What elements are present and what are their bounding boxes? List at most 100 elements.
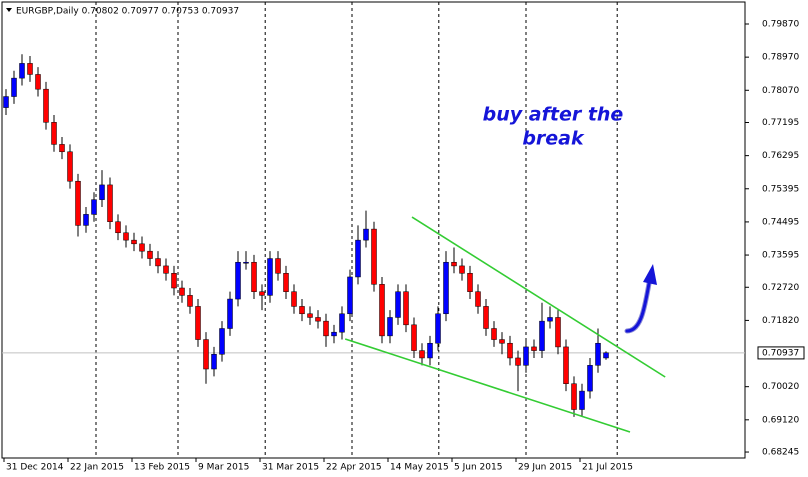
candle-body: [371, 228, 377, 285]
x-tick-label: 22 Jan 2015: [70, 463, 124, 473]
candle-body: [67, 151, 73, 182]
candle-body: [3, 96, 9, 108]
candle-body: [99, 184, 105, 200]
candle-body: [243, 261, 249, 264]
candle-body: [443, 261, 449, 315]
candle-body: [291, 291, 297, 307]
candle-body: [11, 77, 17, 97]
candle-body: [83, 214, 89, 226]
candle-body: [339, 313, 345, 333]
candle-body: [211, 354, 217, 370]
candle-body: [235, 261, 241, 300]
candle-body: [323, 320, 329, 337]
candle-body: [435, 313, 441, 344]
trendline-layer: [344, 216, 666, 433]
candle-body: [163, 265, 169, 274]
candle-body: [283, 273, 289, 292]
y-tick-label: 0.74495: [762, 217, 799, 227]
x-tick-label: 22 Apr 2015: [326, 463, 382, 473]
candle-layer: [3, 54, 609, 417]
candle-body: [43, 88, 49, 123]
candle-body: [523, 346, 529, 366]
candle-body: [451, 261, 457, 267]
y-tick-label: 0.78970: [762, 53, 799, 63]
candle-body: [27, 63, 33, 75]
candle-body: [147, 250, 153, 259]
candle-body: [227, 298, 233, 329]
x-tick-label: 31 Dec 2014: [6, 463, 64, 473]
candle-body: [219, 328, 225, 355]
candle-body: [467, 273, 473, 292]
y-tick-label: 0.73595: [762, 251, 799, 261]
candle-body: [363, 228, 369, 241]
arrow-shaft: [625, 276, 652, 333]
grid-layer: [2, 2, 745, 458]
candle-body: [483, 306, 489, 329]
candle-body: [395, 291, 401, 318]
candle-body: [403, 291, 409, 326]
candle-body: [355, 239, 361, 278]
candle-body: [315, 317, 321, 322]
candle-body: [603, 352, 609, 359]
candle-body: [475, 291, 481, 307]
candle-body: [531, 346, 537, 351]
candle-body: [571, 383, 577, 410]
candle-body: [547, 317, 553, 322]
last-price-box: [757, 346, 805, 360]
x-tick-label: 29 Jun 2015: [518, 463, 572, 473]
candle-body: [491, 328, 497, 340]
x-tick-label: 9 Mar 2015: [198, 463, 249, 473]
candle-body: [379, 284, 385, 337]
candle-body: [267, 258, 273, 296]
chart-title: EURGBP,Daily 0.70802 0.70977 0.70753 0.7…: [16, 7, 239, 17]
y-tick-label: 0.72720: [762, 283, 799, 293]
y-tick-label: 0.77195: [762, 118, 799, 128]
candle-body: [459, 265, 465, 274]
candle-body: [91, 199, 97, 215]
axis-layer: 0.79870 0.78970 0.78070 0.77195 0.76295 0.753…: [3, 20, 805, 473]
x-tick-label: 31 Mar 2015: [262, 463, 319, 473]
candle-body: [59, 144, 65, 153]
candle-body: [515, 357, 521, 366]
candle-body: [115, 221, 121, 234]
candle-body: [275, 258, 281, 274]
candle-body: [171, 273, 177, 289]
candle-body: [251, 261, 257, 292]
trendline: [344, 338, 631, 433]
candle-body: [307, 313, 313, 318]
y-tick-label: 0.70020: [762, 382, 799, 392]
candle-body: [579, 390, 585, 410]
candle-body: [595, 342, 601, 366]
candle-body: [555, 317, 561, 348]
x-tick-label: 5 Jun 2015: [454, 463, 502, 473]
y-tick-label: 0.76295: [762, 151, 799, 161]
candle-body: [259, 291, 265, 296]
candle-body: [139, 243, 145, 252]
candle-body: [499, 339, 505, 344]
candle-body: [419, 350, 425, 359]
y-tick-label: 0.79870: [762, 20, 799, 30]
candle-body: [203, 339, 209, 370]
candle-body: [107, 184, 113, 222]
y-tick-label: 0.78070: [762, 86, 799, 96]
last-price-label: 0.70937: [762, 348, 799, 358]
candle-body: [507, 342, 513, 359]
y-tick-label: 0.69120: [762, 415, 799, 425]
x-tick-label: 21 Jul 2015: [582, 463, 633, 473]
candle-body: [195, 306, 201, 340]
arrow: [624, 264, 657, 334]
candle-body: [299, 306, 305, 315]
y-tick-label: 0.68245: [762, 448, 799, 458]
trendline: [411, 216, 666, 378]
annotation-line: buy after the: [483, 104, 624, 126]
candle-body: [179, 287, 185, 296]
candle-body: [587, 365, 593, 392]
candle-body: [131, 239, 137, 245]
candle-body: [427, 342, 433, 359]
y-tick-label: 0.71820: [762, 316, 799, 326]
header-arrow: [6, 8, 12, 12]
candle-body: [387, 317, 393, 337]
candle-body: [563, 346, 569, 384]
candle-body: [331, 331, 337, 337]
